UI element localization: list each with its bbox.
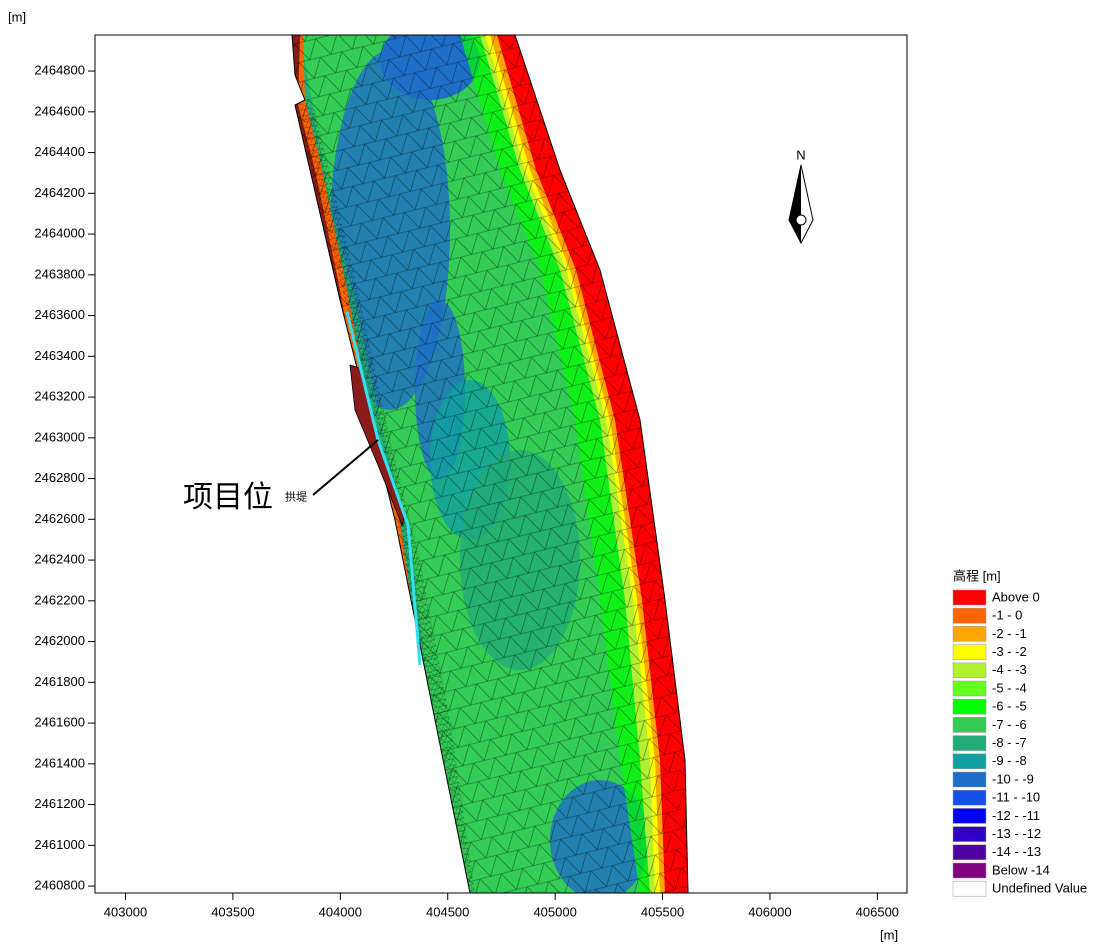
legend-swatch xyxy=(952,771,987,788)
legend-swatch xyxy=(952,880,987,897)
legend-swatch xyxy=(952,753,987,770)
y-tick-label: 2461600 xyxy=(34,715,85,730)
y-tick-label: 2462200 xyxy=(34,592,85,607)
y-tick-label: 2462600 xyxy=(34,511,85,526)
legend-swatch xyxy=(952,826,987,842)
y-tick-label: 2461800 xyxy=(34,674,85,689)
y-tick-label: 2463000 xyxy=(34,429,85,444)
legend-label: -4 - -3 xyxy=(992,662,1027,677)
legend-swatch xyxy=(952,808,987,824)
y-tick-label: 2464000 xyxy=(34,226,85,241)
y-tick-label: 2461200 xyxy=(34,796,85,811)
x-tick-label: 405500 xyxy=(641,904,684,919)
legend-swatch xyxy=(952,626,987,642)
legend-label: -12 - -11 xyxy=(992,808,1040,823)
legend-label: -8 - -7 xyxy=(992,735,1027,750)
plot-frame xyxy=(94,34,908,894)
legend-swatch xyxy=(952,789,987,806)
y-tick-label: 2464800 xyxy=(34,63,85,78)
legend-label: Below -14 xyxy=(992,862,1050,877)
x-tick-label: 403500 xyxy=(211,904,254,919)
x-tick-label: 404500 xyxy=(426,904,469,919)
y-tick-label: 2464200 xyxy=(34,185,85,200)
y-tick-label: 2462400 xyxy=(34,552,85,567)
y-tick-label: 2464600 xyxy=(34,103,85,118)
legend-swatch xyxy=(952,662,987,679)
legend-swatch xyxy=(952,862,987,879)
x-axis-label: [m] xyxy=(880,927,898,942)
annotation: 项目位 xyxy=(183,481,273,514)
legend-swatch xyxy=(952,735,987,751)
y-tick-label: 2460800 xyxy=(34,878,85,893)
legend-swatch xyxy=(952,589,987,606)
legend-label: -11 - -10 xyxy=(992,790,1040,805)
legend-swatch xyxy=(952,680,987,697)
x-tick-label: 406000 xyxy=(748,904,791,919)
legend-label: -13 - -12 xyxy=(992,826,1041,841)
legend-label: -7 - -6 xyxy=(992,717,1027,732)
legend-label: -5 - -4 xyxy=(992,680,1027,695)
north-arrow: N xyxy=(788,147,814,245)
y-tick-label: 2461400 xyxy=(34,755,85,770)
y-tick-label: 2463400 xyxy=(34,348,85,363)
x-tick-label: 405000 xyxy=(533,904,576,919)
legend-label: Above 0 xyxy=(992,589,1040,604)
y-tick-label: 2463800 xyxy=(34,266,85,281)
legend-swatch xyxy=(952,698,987,715)
y-tick-label: 2461000 xyxy=(34,837,85,852)
y-tick-label: 2464400 xyxy=(34,144,85,159)
legend-swatch xyxy=(952,607,987,624)
north-label: N xyxy=(796,147,805,162)
legend-label: -1 - 0 xyxy=(992,608,1022,623)
y-tick-label: 2463600 xyxy=(34,307,85,322)
legend-label: -10 - -9 xyxy=(992,771,1034,786)
x-tick-label: 406500 xyxy=(856,904,899,919)
legend-swatch xyxy=(952,844,987,861)
y-axis-label: [m] xyxy=(8,9,26,24)
legend-label: -9 - -8 xyxy=(992,753,1027,768)
y-tick-label: 2462800 xyxy=(34,470,85,485)
legend-swatch xyxy=(952,717,987,733)
x-tick-label: 403000 xyxy=(104,904,147,919)
legend-label: -3 - -2 xyxy=(992,644,1027,659)
bathymetry xyxy=(291,35,689,893)
legend-label: -14 - -13 xyxy=(992,844,1041,859)
legend: Above 0 -1 - 0 -2 - -1 -3 - -2 -4 - -3 -5 - -… xyxy=(952,589,1087,897)
legend-label: -2 - -1 xyxy=(992,626,1027,641)
legend-label: -6 - -5 xyxy=(992,699,1027,714)
y-tick-label: 2463200 xyxy=(34,389,85,404)
legend-label: Undefined Value xyxy=(992,881,1087,896)
x-tick-label: 404000 xyxy=(319,904,362,919)
annotation-small: 拱堤 xyxy=(285,490,307,504)
legend-title: 高程 [m] xyxy=(953,568,1001,583)
y-tick-label: 2462000 xyxy=(34,633,85,648)
legend-swatch xyxy=(952,644,987,660)
